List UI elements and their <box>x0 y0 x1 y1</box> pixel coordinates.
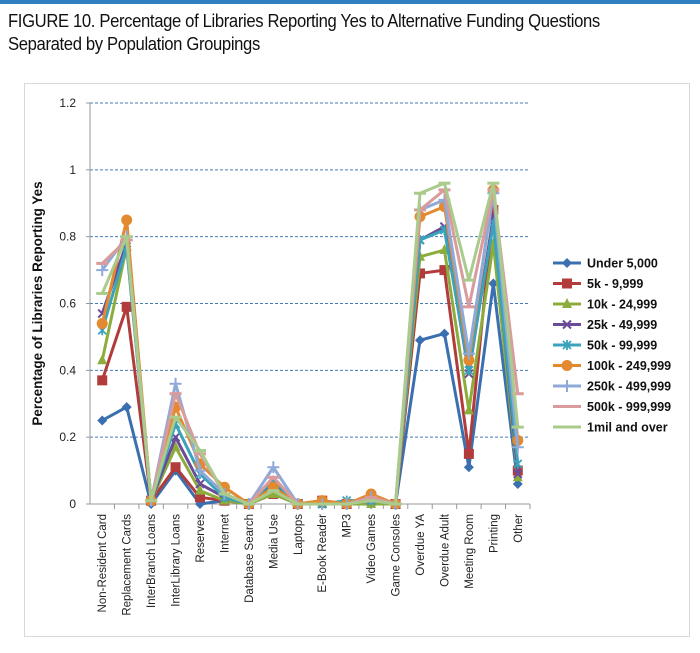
x-tick-label: Overdue YA <box>415 514 427 576</box>
x-tick-label: Non-Resident Card <box>97 514 109 612</box>
figure-title: FIGURE 10. Percentage of Libraries Repor… <box>8 9 692 55</box>
y-tick-label: 0.2 <box>59 430 76 444</box>
legend-marker <box>561 380 573 392</box>
data-point <box>121 301 132 312</box>
data-point <box>512 471 523 482</box>
legend-label: 50k - 99,999 <box>587 339 657 353</box>
data-point <box>169 377 182 390</box>
x-tick-label: Replacement Cards <box>122 514 134 616</box>
x-tick-label: Other <box>513 514 525 543</box>
legend-label: 1mil and over <box>587 421 668 435</box>
legend-label: 100k - 249,999 <box>587 359 671 373</box>
y-axis-label: Percentage of Libraries Reporting Yes <box>30 181 45 425</box>
data-point <box>511 441 524 454</box>
data-point <box>488 204 499 215</box>
data-point <box>96 264 109 277</box>
legend-marker <box>562 258 572 268</box>
data-point <box>463 462 474 473</box>
legend-label: 10k - 24,999 <box>587 298 657 312</box>
data-point <box>464 365 474 376</box>
data-point <box>512 478 523 489</box>
data-point <box>463 448 474 459</box>
x-tick-label: Reserves <box>195 514 207 563</box>
data-point <box>194 464 206 477</box>
data-point <box>170 462 181 473</box>
x-tick-label: Printing <box>488 514 500 553</box>
legend-marker <box>562 298 572 308</box>
data-point <box>268 487 279 498</box>
data-point <box>195 479 205 489</box>
legend-label: 25k - 49,999 <box>587 318 657 332</box>
x-tick-label: Game Consoles <box>391 514 403 597</box>
x-tick-label: Media Use <box>268 514 280 569</box>
data-point <box>170 441 181 452</box>
x-tick-label: Internet <box>219 513 231 553</box>
data-point <box>121 402 132 413</box>
data-point <box>513 469 523 479</box>
y-tick-label: 1.2 <box>59 96 76 110</box>
x-tick-label: MP3 <box>342 514 354 538</box>
data-point <box>415 268 425 279</box>
data-point <box>513 458 523 469</box>
x-tick-label: E-Book Reader <box>317 514 329 593</box>
legend-marker <box>562 278 572 289</box>
data-point <box>462 347 475 360</box>
y-tick-label: 1 <box>69 163 76 177</box>
data-point <box>267 461 280 474</box>
legend-label: 500k - 999,999 <box>587 400 671 414</box>
legend-marker <box>562 340 572 350</box>
y-tick-label: 0.8 <box>59 230 76 244</box>
legend-marker <box>562 319 572 330</box>
data-point <box>96 318 108 330</box>
data-point <box>97 354 108 365</box>
data-point <box>121 214 133 226</box>
x-tick-label: InterLibrary Loans <box>171 514 183 607</box>
data-point <box>195 492 205 503</box>
figure-title-line-1: FIGURE 10. Percentage of Libraries Repor… <box>8 10 600 31</box>
x-tick-label: Video Games <box>366 514 378 584</box>
legend-label: Under 5,000 <box>587 257 658 271</box>
data-point <box>439 265 450 276</box>
data-point <box>463 404 474 415</box>
chart-frame <box>24 83 690 637</box>
x-tick-label: InterBranch Loans <box>146 514 158 608</box>
data-point <box>415 335 425 346</box>
legend-label: 250k - 499,999 <box>587 380 671 394</box>
data-point <box>463 354 475 366</box>
x-tick-label: Database Search <box>244 514 256 603</box>
data-point <box>195 484 205 495</box>
x-tick-label: Laptops <box>293 514 305 555</box>
data-point <box>97 415 108 426</box>
series-line-8 <box>100 181 520 506</box>
y-tick-label: 0.6 <box>59 297 76 311</box>
data-point <box>97 375 108 386</box>
data-point <box>439 328 450 339</box>
top-accent-rule <box>0 0 700 4</box>
legend-marker <box>561 360 573 371</box>
y-tick-label: 0 <box>69 497 76 511</box>
y-tick-label: 0.4 <box>59 363 76 377</box>
x-tick-label: Overdue Adult <box>439 513 451 587</box>
legend-label: 5k - 9,999 <box>587 277 643 291</box>
x-tick-label: Meeting Room <box>464 514 476 589</box>
figure-title-line-2: Separated by Population Groupings <box>8 33 260 54</box>
